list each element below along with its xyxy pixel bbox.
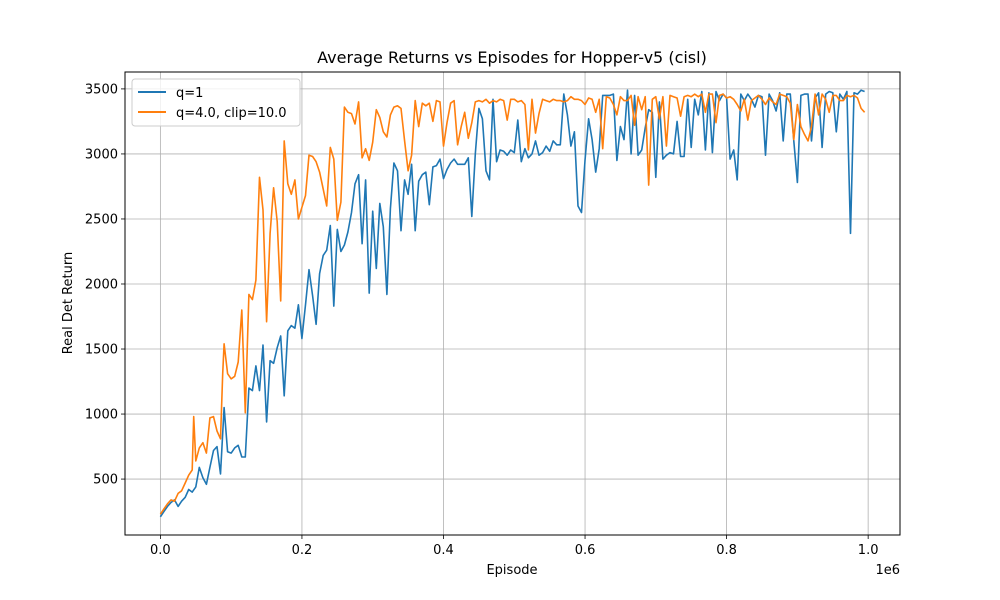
x-tick-label: 0.6 bbox=[575, 543, 596, 558]
x-tick-label: 0.4 bbox=[433, 543, 454, 558]
y-tick-label: 500 bbox=[93, 473, 118, 488]
y-tick-label: 1000 bbox=[85, 408, 118, 423]
y-axis-label: Real Det Return bbox=[61, 252, 76, 355]
x-tick-label: 0.8 bbox=[716, 543, 737, 558]
y-tick-label: 2000 bbox=[85, 277, 118, 292]
series-line-1 bbox=[159, 93, 866, 515]
legend-box bbox=[131, 78, 301, 127]
y-tick-label: 1500 bbox=[85, 343, 118, 358]
y-tick-label: 3500 bbox=[85, 82, 118, 97]
x-axis-offset-label: 1e6 bbox=[875, 563, 900, 578]
plot-lines bbox=[159, 89, 866, 518]
x-tick-label: 0.2 bbox=[292, 543, 313, 558]
legend: q=1 q=4.0, clip=10.0 bbox=[131, 78, 301, 127]
series-line-0 bbox=[159, 89, 865, 518]
y-tick-label: 3000 bbox=[85, 147, 118, 162]
legend-label-q1: q=1 bbox=[176, 86, 203, 101]
chart-title: Average Returns vs Episodes for Hopper-v… bbox=[317, 48, 707, 67]
x-tick-label: 1.0 bbox=[858, 543, 879, 558]
axis-ticks: 0.0 0.2 0.4 0.6 0.8 1.0 500 1000 1500 2000 2500 300… bbox=[85, 82, 879, 558]
y-tick-label: 2500 bbox=[85, 212, 118, 227]
grid bbox=[125, 72, 900, 535]
x-tick-label: 0.0 bbox=[150, 543, 171, 558]
legend-label-q4-clip10: q=4.0, clip=10.0 bbox=[176, 106, 287, 121]
plot-frame bbox=[124, 71, 901, 536]
x-axis-label: Episode bbox=[486, 563, 537, 578]
